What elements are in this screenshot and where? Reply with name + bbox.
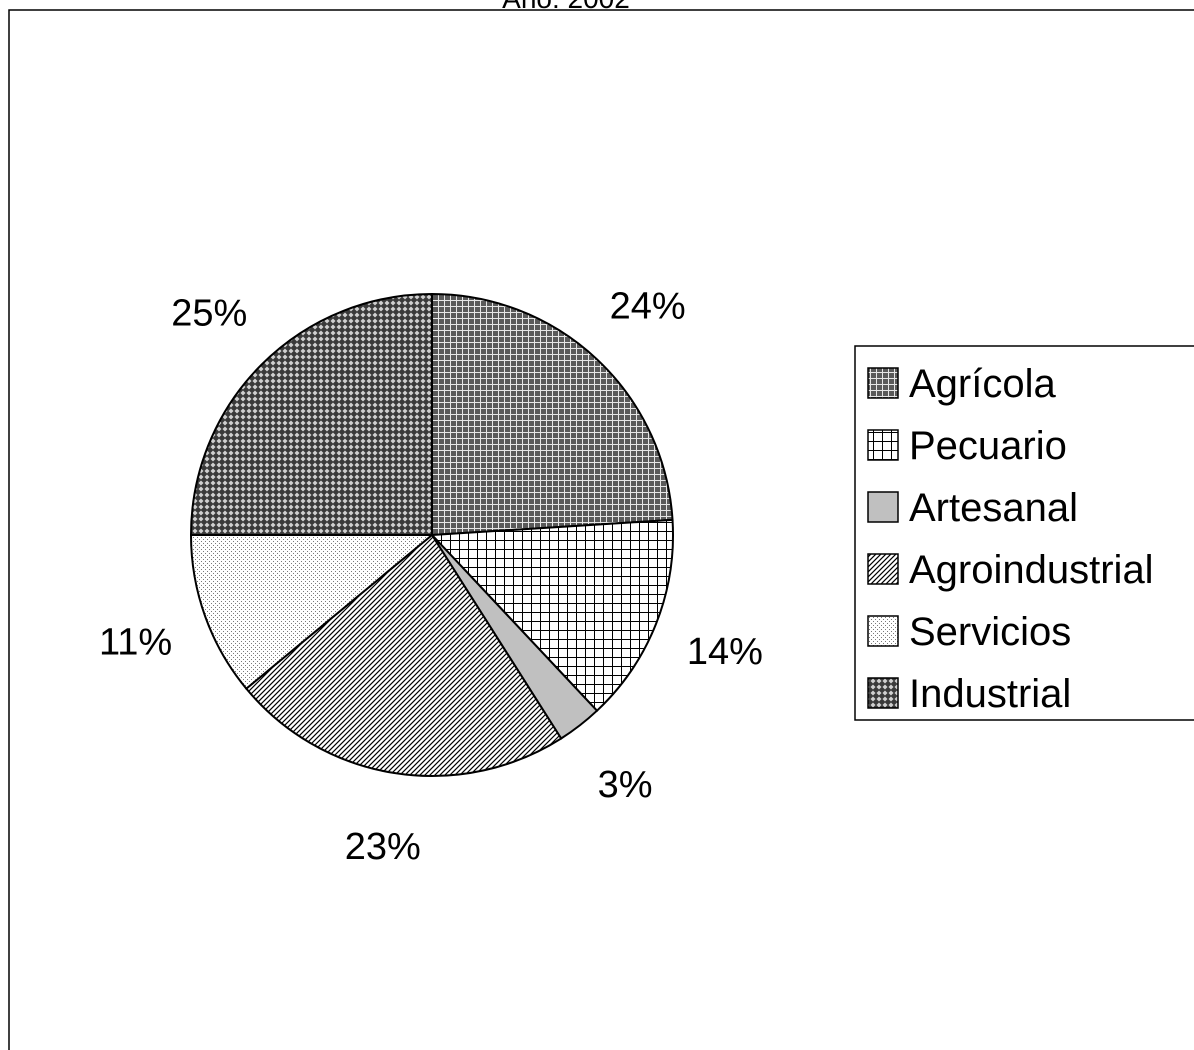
pie-slice-labels: 24% 14% 3% 23% 11% 25% <box>99 285 763 868</box>
slice-label: 11% <box>99 622 172 664</box>
pie-slices <box>189 292 674 777</box>
slice-label: 14% <box>687 631 763 673</box>
pie-slice-pecuario <box>429 518 674 713</box>
legend-label: Industrial <box>909 672 1071 716</box>
pie-slice-agrcola <box>431 292 674 537</box>
slice-label: 25% <box>171 292 247 334</box>
slice-label: 24% <box>610 285 686 327</box>
legend-swatch <box>867 367 899 399</box>
legend-swatch <box>867 429 899 461</box>
pie-slice-agroindustrial <box>244 533 563 777</box>
legend-swatch <box>867 491 899 523</box>
legend-label: Agroindustrial <box>909 548 1154 592</box>
legend-label: Agrícola <box>909 362 1056 406</box>
legend-label: Pecuario <box>909 424 1067 468</box>
legend-box <box>854 345 1194 721</box>
chart-title: Año: 2002 <box>502 0 630 14</box>
slice-label: 3% <box>598 764 653 806</box>
legend-swatch <box>867 615 899 647</box>
pie-slice-servicios <box>189 534 435 691</box>
chart-frame <box>8 9 1194 1050</box>
legend-label: Servicios <box>909 610 1071 654</box>
legend-swatch <box>867 553 899 585</box>
legend-swatch <box>867 677 899 709</box>
legend: Agrícola Pecuario Artesanal Agroindustrial S… <box>867 362 1154 716</box>
pie-slice-industrial <box>189 292 433 536</box>
slice-label: 23% <box>345 826 421 868</box>
legend-label: Artesanal <box>909 486 1078 530</box>
